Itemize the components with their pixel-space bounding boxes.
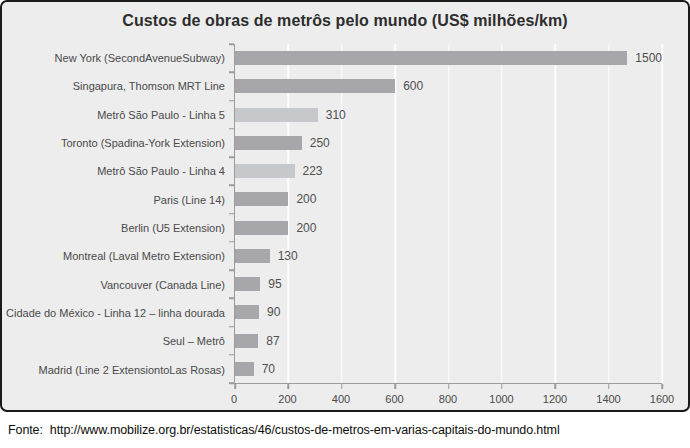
x-tick-label: 1600 (650, 393, 674, 405)
category-label: Madrid (Line 2 ExtensiontoLas Rosas) (2, 356, 234, 384)
y-tick-mark (229, 326, 234, 328)
y-tick-mark (229, 382, 234, 384)
screenshot-frame: Custos de obras de metrôs pelo mundo (US… (0, 0, 690, 448)
bar-row: 87 (235, 327, 662, 355)
category-label: Berlin (U5 Extension) (2, 214, 234, 242)
x-tick-label: 400 (332, 393, 350, 405)
y-tick-mark (229, 72, 234, 74)
category-label: New York (SecondAvenueSubway) (2, 44, 234, 72)
value-label: 200 (296, 192, 316, 206)
category-labels-column: New York (SecondAvenueSubway) Singapura,… (2, 44, 234, 384)
bar-row: 130 (235, 242, 662, 270)
value-label: 95 (268, 277, 281, 291)
value-label: 87 (266, 334, 279, 348)
bar-row: 95 (235, 270, 662, 298)
plot-area: 1500 600 310 250 (234, 44, 662, 384)
source-label: Fonte: (8, 423, 43, 437)
bar-row: 250 (235, 129, 662, 157)
value-label: 70 (262, 362, 275, 376)
bar-new-york (235, 51, 627, 65)
bar-row: 223 (235, 157, 662, 185)
x-tick-label: 800 (439, 393, 457, 405)
bar-seul (235, 334, 258, 348)
y-tick-mark (229, 100, 234, 102)
y-tick-mark (229, 298, 234, 300)
y-tick-mark (229, 213, 234, 215)
value-label: 250 (310, 136, 330, 150)
bar-sao-paulo-linha-4 (235, 164, 295, 178)
bar-madrid (235, 362, 254, 376)
chart-title: Custos de obras de metrôs pelo mundo (US… (2, 12, 688, 30)
category-label: Seul – Metrô (2, 327, 234, 355)
y-tick-mark (229, 156, 234, 158)
bar-vancouver (235, 277, 260, 291)
category-label: Singapura, Thomson MRT Line (2, 72, 234, 100)
y-tick-mark (229, 128, 234, 130)
y-tick-mark (229, 269, 234, 271)
y-tick-mark (229, 185, 234, 187)
value-label: 200 (296, 221, 316, 235)
bar-row: 200 (235, 185, 662, 213)
bar-singapura (235, 79, 395, 93)
value-label: 223 (303, 164, 323, 178)
x-tick-label: 1000 (489, 393, 513, 405)
category-label: Metrô São Paulo - Linha 5 (2, 101, 234, 129)
bar-toronto (235, 136, 302, 150)
value-label: 600 (403, 79, 423, 93)
category-label: Metrô São Paulo - Linha 4 (2, 157, 234, 185)
bar-sao-paulo-linha-5 (235, 108, 318, 122)
chart-area: New York (SecondAvenueSubway) Singapura,… (2, 44, 688, 384)
value-label: 130 (278, 249, 298, 263)
bar-row: 70 (235, 355, 662, 383)
bar-row: 310 (235, 101, 662, 129)
y-tick-mark (229, 241, 234, 243)
x-tick-label: 600 (385, 393, 403, 405)
bar-row: 90 (235, 298, 662, 326)
chart-box: Custos de obras de metrôs pelo mundo (US… (0, 0, 690, 412)
bar-rows: 1500 600 310 250 (235, 44, 662, 383)
x-tick-label: 200 (278, 393, 296, 405)
category-label: Paris (Line 14) (2, 186, 234, 214)
source-line: Fonte: http://www.mobilize.org.br/estatis… (8, 423, 560, 437)
value-label: 90 (267, 305, 280, 319)
bar-montreal (235, 249, 270, 263)
bar-berlin (235, 221, 288, 235)
source-url: http://www.mobilize.org.br/estatisticas/… (50, 423, 560, 437)
x-tick-label: 1200 (543, 393, 567, 405)
category-label: Toronto (Spadina-York Extension) (2, 129, 234, 157)
bar-row: 200 (235, 214, 662, 242)
x-tick-label: 1400 (596, 393, 620, 405)
value-label: 1500 (635, 51, 662, 65)
y-tick-mark (229, 43, 234, 45)
bar-row: 600 (235, 72, 662, 100)
bar-row: 1500 (235, 44, 662, 72)
category-label: Cidade do México - Linha 12 – linha dour… (2, 299, 234, 327)
bar-cidade-do-mexico (235, 305, 259, 319)
category-label: Montreal (Laval Metro Extension) (2, 242, 234, 270)
value-label: 310 (326, 108, 346, 122)
x-axis-labels: 02004006008001000120014001600 (234, 386, 662, 408)
y-tick-mark (229, 354, 234, 356)
category-label: Vancouver (Canada Line) (2, 271, 234, 299)
x-tick-label: 0 (231, 393, 237, 405)
bar-paris (235, 192, 288, 206)
